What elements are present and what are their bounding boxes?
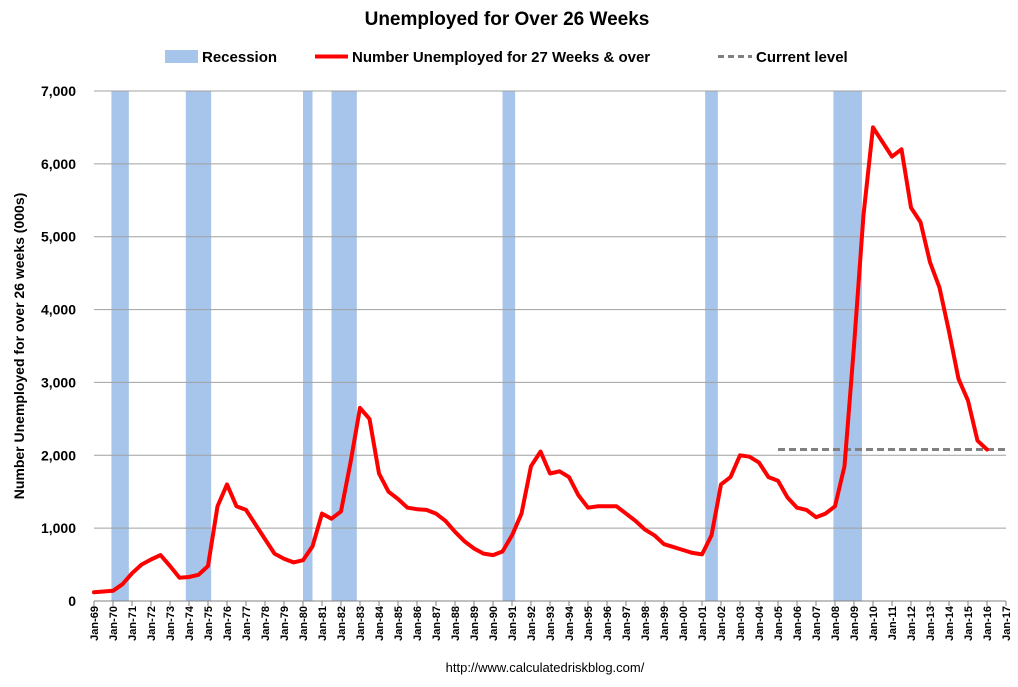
y-axis-label: Number Unemployed for over 26 weeks (000…	[11, 193, 27, 500]
x-tick-label: Jan-17	[1001, 606, 1013, 641]
recession-band	[502, 91, 516, 601]
source-text: http://www.calculatedriskblog.com/	[446, 660, 645, 675]
x-tick-label: Jan-95	[583, 606, 595, 641]
x-tick-label: Jan-09	[849, 606, 861, 641]
x-tick-label: Jan-96	[602, 606, 614, 641]
x-tick-label: Jan-71	[127, 606, 139, 641]
y-axis-ticks: 0 1,000 2,000 3,000 4,000 5,000 6,000 7,000	[41, 83, 76, 609]
x-tick-label: Jan-78	[260, 606, 272, 641]
x-tick-label: Jan-85	[393, 606, 405, 641]
x-axis-ticks: Jan-69 Jan-70 Jan-71 Jan-72 Jan-73 Jan-74 Jan-…	[89, 601, 1013, 641]
recession-band	[111, 91, 129, 601]
x-tick-label: Jan-94	[564, 605, 576, 641]
x-tick-label: Jan-73	[165, 606, 177, 641]
legend: Recession Number Unemployed for 27 Weeks…	[165, 49, 848, 66]
recession-band	[185, 91, 212, 601]
x-tick-label: Jan-88	[450, 606, 462, 641]
x-tick-label: Jan-72	[146, 606, 158, 641]
x-tick-label: Jan-84	[374, 605, 386, 641]
x-tick-label: Jan-10	[868, 606, 880, 641]
x-tick-label: Jan-04	[754, 605, 766, 641]
y-tick-label: 4,000	[41, 302, 76, 318]
y-tick-label: 0	[68, 593, 76, 609]
x-tick-label: Jan-07	[811, 606, 823, 641]
x-tick-label: Jan-03	[735, 606, 747, 641]
x-tick-label: Jan-15	[963, 606, 975, 641]
x-tick-label: Jan-00	[678, 606, 690, 641]
x-tick-label: Jan-98	[640, 606, 652, 641]
x-tick-label: Jan-89	[469, 606, 481, 641]
recession-band	[833, 91, 862, 601]
x-tick-label: Jan-14	[944, 605, 956, 641]
y-tick-label: 1,000	[41, 520, 76, 536]
x-tick-label: Jan-11	[887, 606, 899, 640]
x-tick-label: Jan-83	[355, 606, 367, 641]
x-tick-label: Jan-70	[108, 606, 120, 641]
legend-current-label: Current level	[756, 49, 848, 66]
chart-title: Unemployed for Over 26 Weeks	[365, 9, 650, 30]
x-tick-label: Jan-05	[773, 606, 785, 641]
series-line	[92, 125, 989, 595]
legend-recession-label: Recession	[202, 49, 277, 66]
series-group	[92, 125, 989, 595]
grid-lines	[94, 90, 1006, 529]
x-tick-label: Jan-76	[222, 606, 234, 641]
x-tick-label: Jan-91	[507, 606, 519, 641]
x-tick-label: Jan-79	[279, 606, 291, 641]
x-tick-label: Jan-75	[203, 606, 215, 641]
y-tick-label: 2,000	[41, 447, 76, 463]
recession-band	[331, 91, 357, 601]
x-tick-label: Jan-80	[298, 606, 310, 641]
x-tick-label: Jan-99	[659, 606, 671, 641]
x-tick-label: Jan-93	[545, 606, 557, 641]
x-tick-label: Jan-08	[830, 606, 842, 641]
x-tick-label: Jan-81	[317, 606, 329, 641]
x-tick-label: Jan-77	[241, 606, 253, 641]
x-tick-label: Jan-16	[982, 606, 994, 641]
legend-series-label: Number Unemployed for 27 Weeks & over	[352, 49, 650, 66]
y-tick-label: 7,000	[41, 83, 76, 99]
x-tick-label: Jan-02	[716, 606, 728, 641]
x-tick-label: Jan-82	[336, 606, 348, 641]
x-tick-label: Jan-74	[184, 605, 196, 641]
x-tick-label: Jan-12	[906, 606, 918, 641]
y-tick-label: 6,000	[41, 156, 76, 172]
x-tick-label: Jan-87	[431, 606, 443, 641]
x-tick-label: Jan-90	[488, 606, 500, 641]
recession-band	[303, 91, 313, 601]
recession-bands	[111, 91, 862, 601]
x-tick-label: Jan-69	[89, 606, 101, 641]
x-tick-label: Jan-13	[925, 606, 937, 641]
legend-recession-swatch	[165, 50, 198, 63]
x-tick-label: Jan-06	[792, 606, 804, 641]
y-tick-label: 3,000	[41, 374, 76, 390]
x-tick-label: Jan-92	[526, 606, 538, 641]
y-tick-label: 5,000	[41, 229, 76, 245]
x-tick-label: Jan-97	[621, 606, 633, 641]
recession-band	[705, 91, 718, 601]
x-tick-label: Jan-01	[697, 606, 709, 641]
x-tick-label: Jan-86	[412, 606, 424, 641]
